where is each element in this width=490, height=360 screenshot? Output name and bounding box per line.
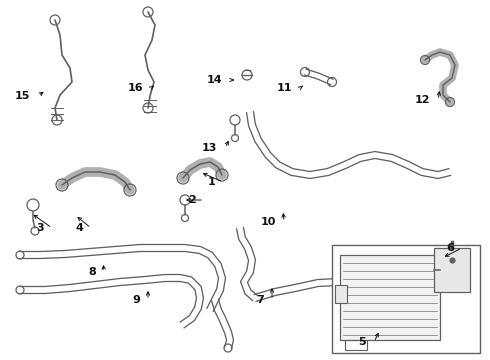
Bar <box>434 248 470 292</box>
Text: 1: 1 <box>207 177 215 187</box>
Bar <box>332 245 480 353</box>
Bar <box>345 340 367 350</box>
Text: 3: 3 <box>36 223 44 233</box>
Bar <box>340 255 440 340</box>
Text: 4: 4 <box>75 223 83 233</box>
Text: 10: 10 <box>261 217 276 227</box>
Text: 6: 6 <box>446 243 454 253</box>
Bar <box>335 285 347 303</box>
Text: 11: 11 <box>276 83 292 93</box>
Text: 5: 5 <box>358 337 366 347</box>
Text: 14: 14 <box>206 75 222 85</box>
Text: 16: 16 <box>127 83 143 93</box>
Text: 8: 8 <box>88 267 96 277</box>
Text: 12: 12 <box>415 95 430 105</box>
Text: 13: 13 <box>201 143 217 153</box>
Text: 2: 2 <box>188 195 196 205</box>
Text: 15: 15 <box>15 91 30 101</box>
Text: 9: 9 <box>132 295 140 305</box>
Text: 7: 7 <box>256 295 264 305</box>
